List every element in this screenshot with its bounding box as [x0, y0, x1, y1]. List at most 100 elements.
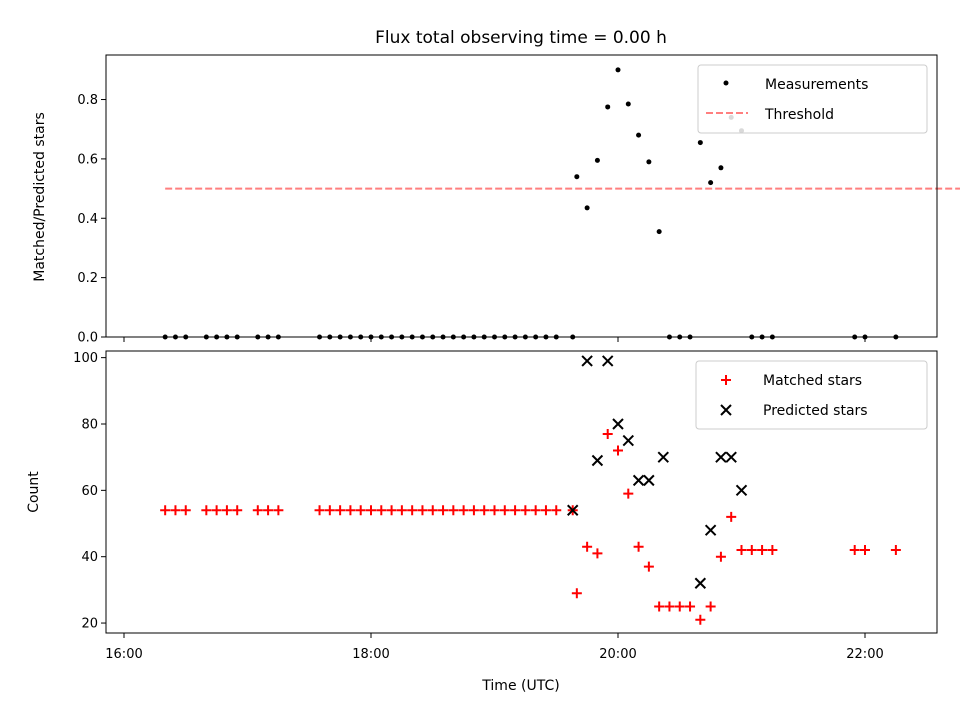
chart-title: Flux total observing time = 0.00 h [375, 28, 667, 48]
bottom-axis-ticks: 2040608010016:0018:0020:0022:0000:0002:0… [73, 351, 884, 662]
legend-measurements-marker [723, 80, 729, 86]
matched-star-point [530, 505, 541, 516]
measurement-point [584, 205, 590, 211]
matched-star-point [170, 505, 181, 516]
matched-star-point [705, 601, 716, 612]
x-tick-label: 20:00 [599, 647, 636, 662]
matched-star-point [201, 505, 212, 516]
predicted-star-point [725, 451, 737, 463]
y-tick-label: 0.6 [77, 152, 98, 167]
matched-star-point [664, 601, 675, 612]
matched-star-point [540, 505, 551, 516]
matched-star-point [674, 601, 685, 612]
measurement-point [656, 229, 662, 235]
matched-star-point [602, 428, 613, 439]
matched-star-point [355, 505, 366, 516]
matched-star-point [746, 545, 757, 556]
y-tick-label: 0.2 [77, 271, 98, 286]
predicted-star-point [622, 434, 634, 447]
matched-star-point [263, 505, 274, 516]
x-tick-label: 22:00 [846, 647, 883, 662]
legend-box [697, 64, 928, 134]
matched-star-point [438, 505, 449, 516]
measurement-point [594, 157, 600, 163]
legend-measurements-label: Measurements [765, 77, 868, 93]
y-tick-label: 0.0 [77, 331, 98, 346]
measurement-point [625, 101, 631, 107]
bottom-panel: Time (UTC) Count 20 40 60 80 100 16:00 18:00 20… [26, 350, 938, 694]
matched-star-point [520, 505, 531, 516]
predicted-star-point [632, 474, 645, 487]
predicted-star-point [643, 474, 655, 487]
legend-matched-marker [721, 375, 731, 385]
matched-star-point [571, 588, 582, 599]
x-tick-label: 18:00 [352, 647, 389, 662]
measurement-point [718, 165, 724, 171]
measurement-point [646, 159, 652, 165]
y-tick-label: 40 [81, 550, 98, 565]
matched-star-point [592, 548, 603, 559]
matched-star-point [499, 505, 510, 516]
matched-star-point [221, 505, 232, 516]
bottom-x-axis-label: Time (UTC) [481, 678, 559, 694]
matched-star-point [335, 505, 346, 516]
matched-star-point [458, 505, 469, 516]
top-plot-frame [105, 54, 938, 338]
matched-star-point [366, 505, 376, 516]
y-tick-label: 60 [81, 484, 98, 499]
predicted-star-point [735, 484, 748, 497]
predicted-star-point [591, 454, 604, 467]
matched-star-point [736, 545, 747, 556]
legend-matched-label: Matched stars [763, 373, 862, 389]
matched-star-point [345, 505, 356, 516]
legend-predicted-marker [720, 404, 732, 416]
matched-star-point [633, 541, 644, 552]
measurement-point [615, 67, 621, 73]
matched-star-point [715, 551, 726, 562]
legend-box [695, 360, 928, 430]
matched-star-point [582, 541, 593, 552]
matched-star-point [623, 488, 634, 499]
matched-star-point [232, 505, 243, 516]
measurement-point [697, 140, 703, 146]
matched-star-point [767, 545, 778, 556]
bottom-plot-frame [105, 350, 938, 634]
predicted-star-point [612, 418, 624, 430]
measurement-point [605, 104, 611, 110]
matched-star-point [726, 511, 737, 522]
matched-star-point [489, 505, 500, 516]
matched-star-point [643, 561, 654, 572]
matched-star-point [613, 445, 623, 456]
y-tick-label: 100 [73, 351, 98, 366]
matched-star-point [551, 505, 562, 516]
matched-star-point [860, 545, 870, 556]
matched-star-point [376, 505, 387, 516]
matched-star-point [160, 505, 171, 516]
predicted-star-point [567, 504, 579, 516]
bottom-y-axis-label: Count [26, 471, 42, 513]
matched-star-point [757, 545, 768, 556]
predicted-star-point [694, 577, 707, 589]
top-y-axis-label: Matched/Predicted stars [32, 112, 48, 282]
matched-star-point [427, 505, 438, 516]
bottom-series-layer [160, 355, 901, 625]
y-tick-label: 20 [81, 617, 98, 632]
matched-star-point [314, 505, 325, 516]
bottom-legend: Matched stars Predicted stars [695, 360, 928, 430]
legend-predicted-label: Predicted stars [763, 403, 868, 419]
matched-star-point [252, 505, 263, 516]
matched-star-point [386, 505, 397, 516]
predicted-star-point [581, 355, 593, 367]
top-panel: Flux total observing time = 0.00 h Match… [32, 28, 960, 346]
measurement-point [574, 174, 580, 180]
predicted-star-point [715, 451, 727, 463]
top-legend: Measurements Threshold [697, 64, 928, 134]
measurement-point [708, 180, 714, 186]
matched-star-point [211, 505, 222, 516]
matched-star-point [468, 505, 479, 516]
matched-star-point [654, 601, 665, 612]
matched-star-point [479, 505, 490, 516]
predicted-star-point [657, 451, 669, 463]
matched-star-point [396, 505, 407, 516]
